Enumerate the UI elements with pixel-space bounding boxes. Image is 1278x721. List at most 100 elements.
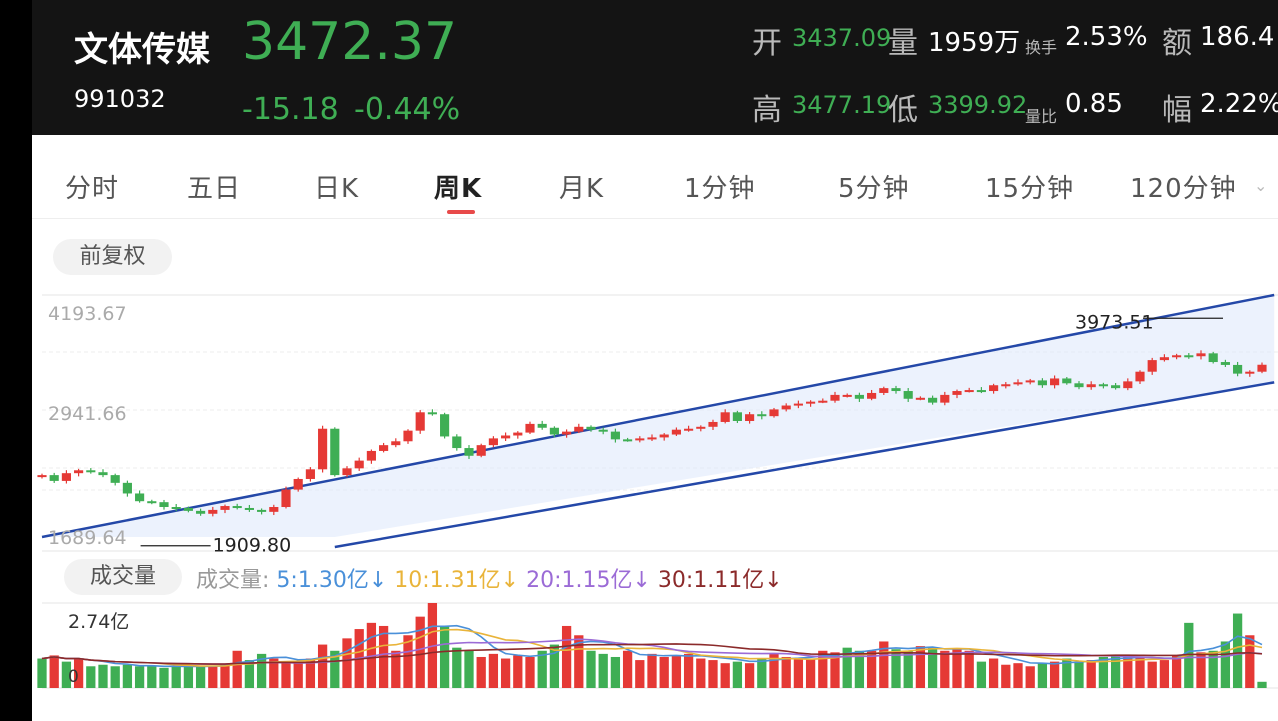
volume-bar xyxy=(1049,661,1060,688)
tab-120min[interactable]: 120分钟 xyxy=(1130,174,1237,204)
candle-body xyxy=(903,391,913,399)
volume-bar xyxy=(903,650,913,688)
volume-button[interactable]: 成交量 xyxy=(64,559,182,595)
candle-body xyxy=(342,468,352,476)
volume-ma20: 20:1.15亿↓ xyxy=(526,568,651,593)
tab-five-day[interactable]: 五日 xyxy=(187,174,242,204)
volume-bar xyxy=(537,650,547,688)
candle-body xyxy=(952,391,962,395)
volume-bar xyxy=(293,663,303,688)
volume-bar xyxy=(305,658,316,688)
volume-bar xyxy=(757,658,767,688)
volume-bar xyxy=(866,650,877,688)
candle-body xyxy=(391,441,401,446)
volume-bar xyxy=(793,658,804,688)
volume-bar xyxy=(98,664,108,688)
candle-body xyxy=(1013,382,1023,385)
ma30-line xyxy=(41,643,1263,665)
candle-body xyxy=(940,394,950,403)
candle-body xyxy=(1172,355,1182,358)
volume-bar xyxy=(1159,660,1170,688)
volume-bar xyxy=(1208,650,1218,688)
stock-app: 文体传媒 991032 3472.37 -15.18 -0.44% 开 3437… xyxy=(32,0,1278,721)
candle-body xyxy=(1196,353,1206,357)
volume-bar xyxy=(683,653,694,688)
tab-intraday[interactable]: 分时 xyxy=(65,174,120,204)
volume-bar xyxy=(1196,652,1206,688)
candle-body xyxy=(452,436,462,449)
turnover-value: 2.53% xyxy=(1065,22,1148,52)
ma10-line xyxy=(41,628,1263,667)
volume-bar xyxy=(232,650,242,688)
kline-chart[interactable]: 4193.67 2941.66 1689.64 3973.51 1909.80 xyxy=(32,290,1278,552)
channel-lower-line xyxy=(334,381,1275,549)
period-tabs: 分时 五日 日K 周K 月K 1分钟 5分钟 15分钟 120分钟 ⌄ xyxy=(32,148,1278,219)
volume-bar xyxy=(805,658,816,688)
volume-bar xyxy=(220,664,230,688)
volume-bar xyxy=(1001,664,1011,688)
volume-bar xyxy=(988,658,999,688)
volume-bar xyxy=(927,647,938,688)
tab-5min[interactable]: 5分钟 xyxy=(838,174,910,204)
volume-bar xyxy=(1074,661,1084,688)
candle-body xyxy=(1037,380,1047,386)
candle-body xyxy=(647,437,657,440)
candle-body xyxy=(1135,371,1145,382)
volume-bar xyxy=(598,653,608,688)
volume-bar xyxy=(452,647,462,688)
volume-ratio-label: 量比 xyxy=(1025,107,1058,126)
volume-bar xyxy=(1232,613,1243,688)
candle-body xyxy=(354,460,364,469)
candle-body xyxy=(110,475,120,483)
adjust-button[interactable]: 前复权 xyxy=(53,239,172,275)
candle-body xyxy=(257,509,267,512)
candle-body xyxy=(330,428,340,476)
volume-bar xyxy=(269,658,279,688)
volume-bar xyxy=(1123,656,1133,688)
candle-body xyxy=(696,426,706,429)
volume-bar xyxy=(464,650,474,688)
high-label: 高 xyxy=(752,93,782,128)
volume-bar xyxy=(195,666,206,688)
candle-body xyxy=(1086,384,1096,388)
tab-monthly-k[interactable]: 月K xyxy=(559,174,605,204)
amount-label: 额 xyxy=(1162,26,1192,61)
volume-bar xyxy=(159,667,169,688)
volume-bar xyxy=(415,616,425,688)
volume-bar xyxy=(1025,666,1035,688)
candle-body xyxy=(1050,378,1060,386)
candle-body xyxy=(37,475,47,478)
active-tab-indicator xyxy=(447,210,475,214)
candle-body xyxy=(964,390,974,393)
volume-bar xyxy=(342,638,352,688)
tab-weekly-k[interactable]: 周K xyxy=(434,174,483,204)
volume-bar xyxy=(610,656,621,688)
candle-body xyxy=(1062,378,1072,384)
volume-bar xyxy=(86,666,96,688)
volume-bar xyxy=(696,658,706,688)
index-code: 991032 xyxy=(74,85,166,113)
volume-bar xyxy=(330,650,340,688)
volume-chart[interactable]: 2.74亿 0 xyxy=(32,598,1278,698)
candle-body xyxy=(122,482,132,494)
candle-body xyxy=(598,429,608,432)
candle-body xyxy=(183,507,193,511)
volume-bar xyxy=(940,650,950,688)
chevron-down-icon[interactable]: ⌄ xyxy=(1254,176,1268,195)
candle-body xyxy=(147,501,157,504)
candle-body xyxy=(1159,357,1169,361)
tab-15min[interactable]: 15分钟 xyxy=(985,174,1075,204)
candle-body xyxy=(1220,362,1230,365)
volume-bar xyxy=(391,650,401,688)
tab-daily-k[interactable]: 日K xyxy=(314,174,360,204)
candle-body xyxy=(49,475,59,481)
candle-body xyxy=(171,507,181,510)
candle-body xyxy=(269,507,279,512)
volume-bar xyxy=(37,658,47,688)
candle-body xyxy=(976,390,986,393)
candle-body xyxy=(1123,381,1133,389)
current-price: 3472.37 xyxy=(242,12,458,72)
volume-bar xyxy=(513,655,523,688)
candle-body xyxy=(244,507,254,510)
tab-1min[interactable]: 1分钟 xyxy=(684,174,756,204)
